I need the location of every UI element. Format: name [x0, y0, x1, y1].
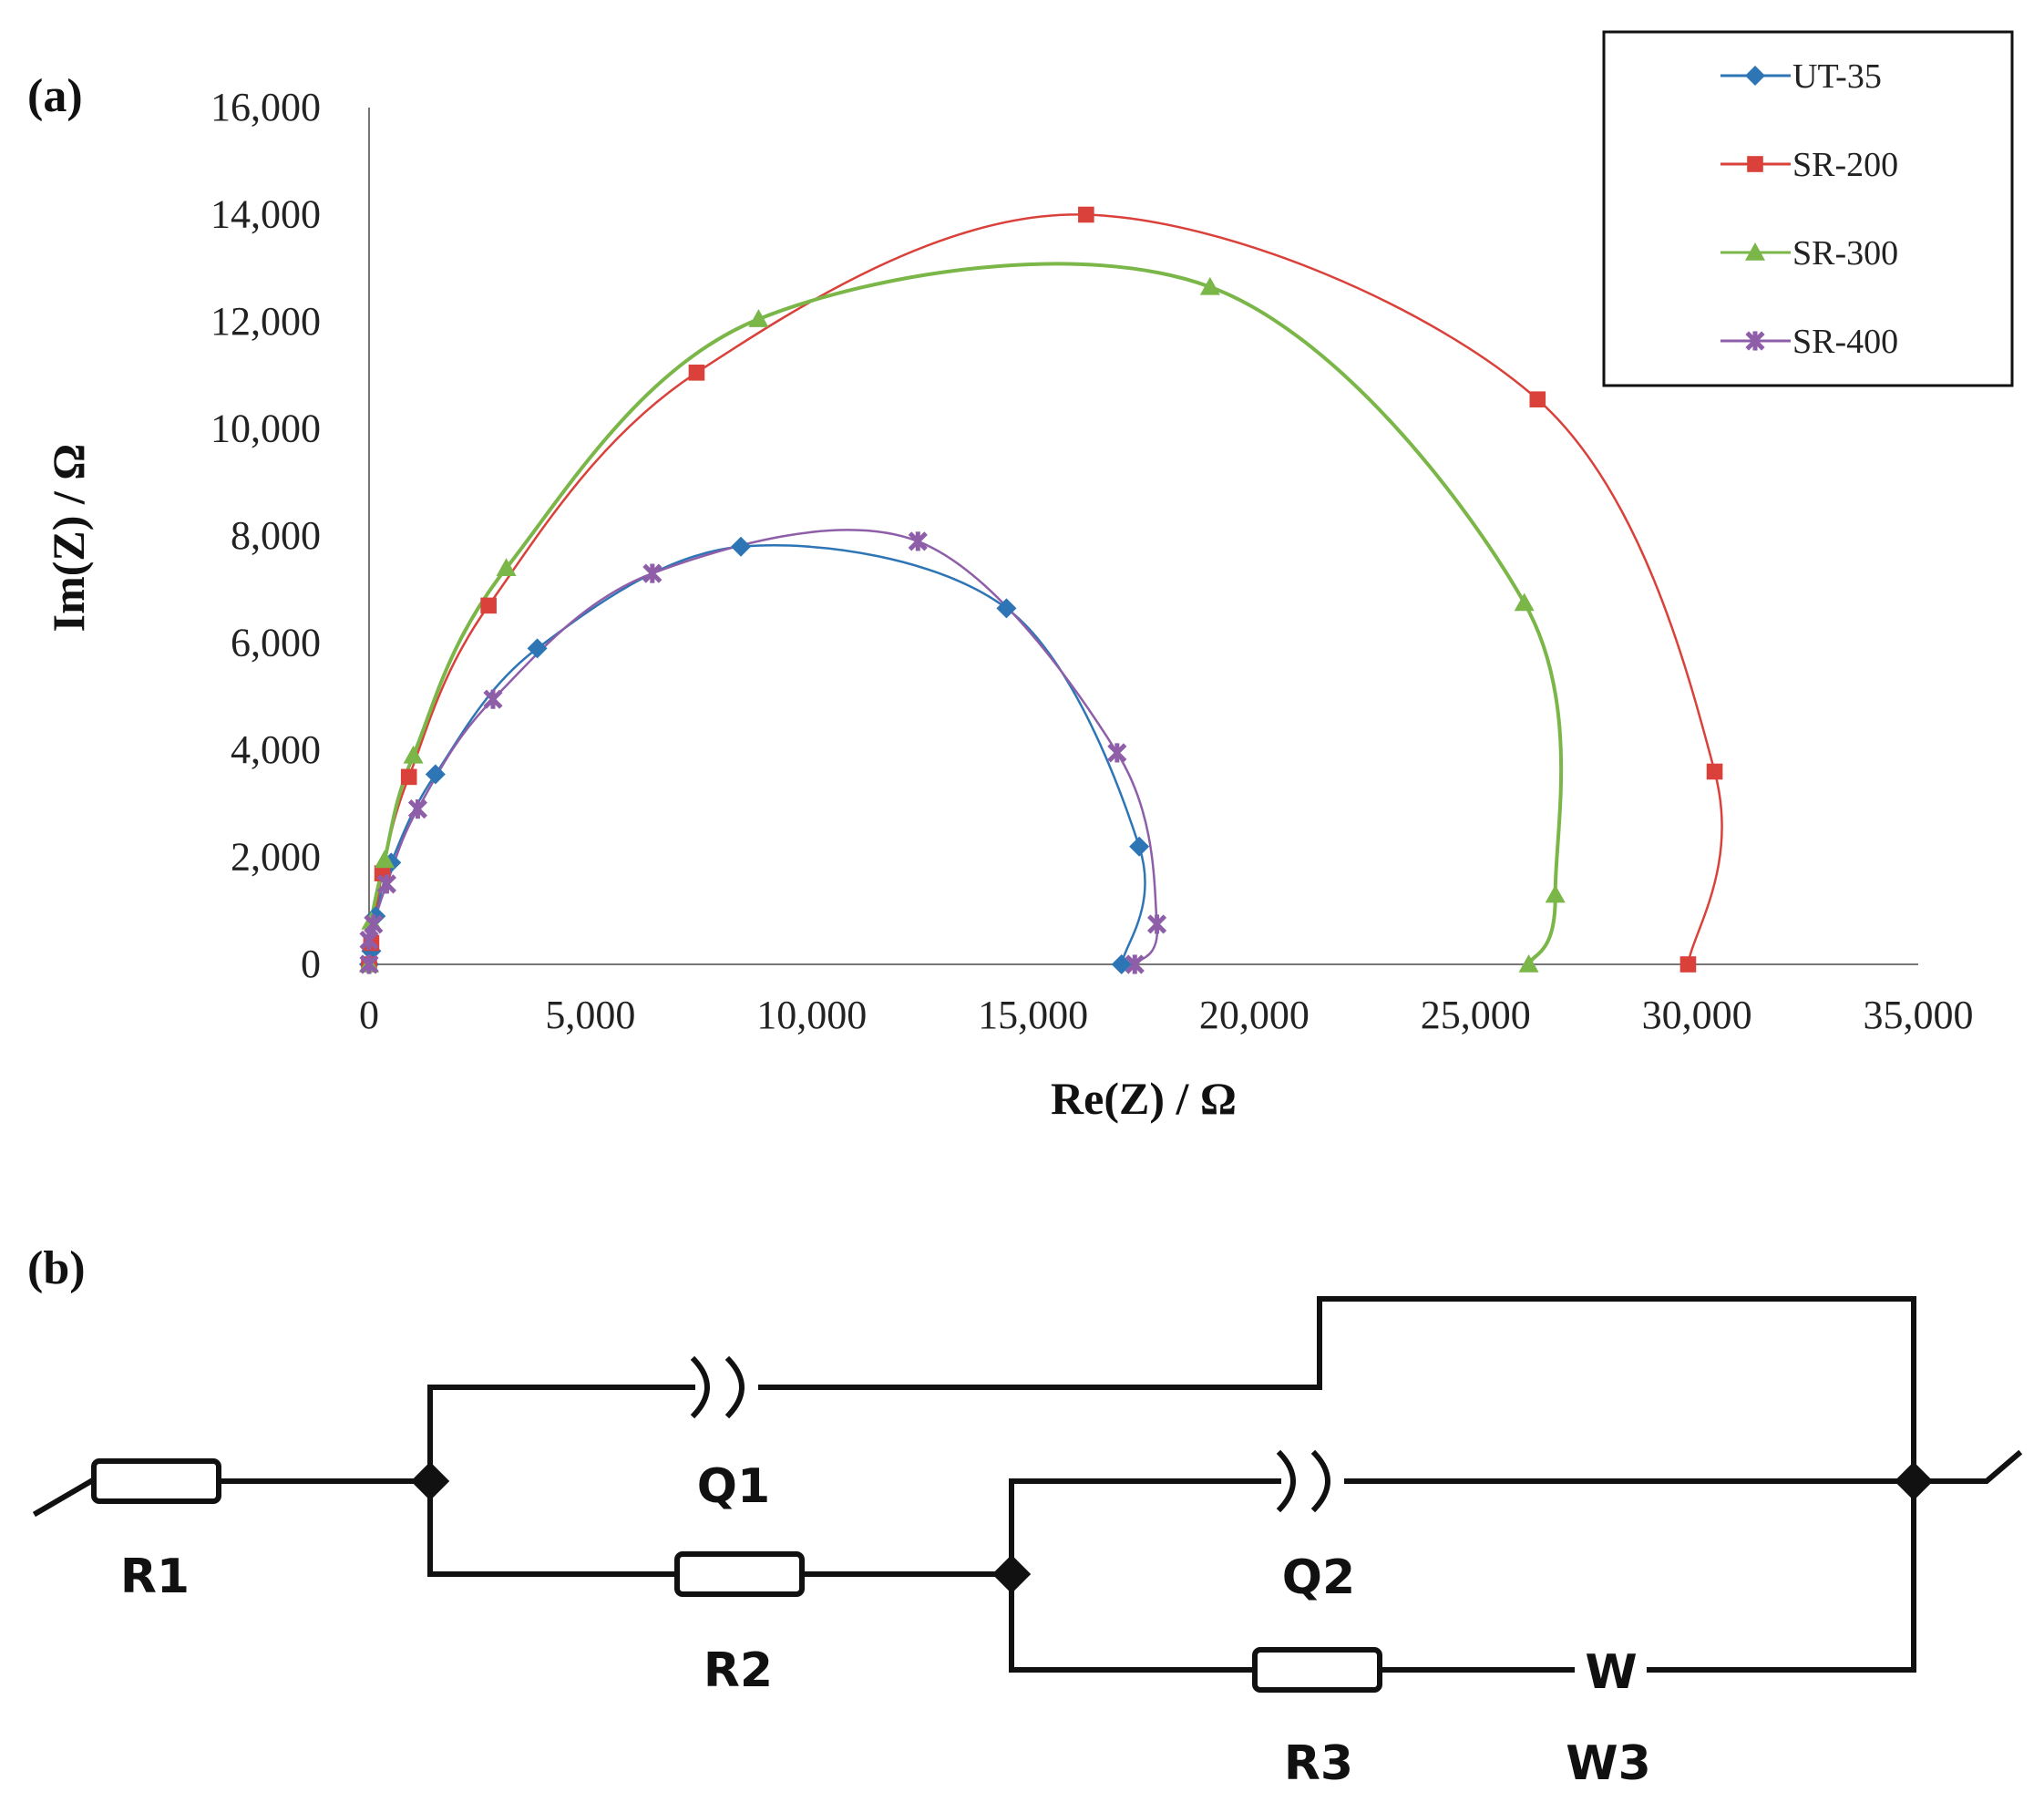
- legend-item-sr-400: SR-400: [1720, 323, 1898, 361]
- r1-resistor: [91, 1458, 221, 1504]
- data-point-sr-300: [1199, 276, 1220, 295]
- data-point-sr-300: [496, 558, 517, 577]
- q2-cpe-arc-2: [1310, 1449, 1330, 1513]
- legend-item-sr-200: SR-200: [1720, 146, 1898, 184]
- r2-label: R2: [704, 1643, 773, 1698]
- q1-label: Q1: [697, 1459, 770, 1514]
- data-point-sr-300: [375, 850, 395, 869]
- data-point-ut-35: [996, 598, 1017, 619]
- chart-axes: [368, 108, 1918, 965]
- x-tick-label: 30,000: [1642, 993, 1752, 1037]
- data-point-sr-300: [1545, 884, 1566, 903]
- data-point-sr-200: [480, 597, 497, 614]
- x-tick-label: 0: [359, 993, 379, 1037]
- series-line-sr-200: [367, 213, 1723, 965]
- data-point-sr-200: [1078, 206, 1094, 223]
- y-tick-label: 10,000: [211, 407, 321, 451]
- data-point-sr-400: [359, 954, 379, 974]
- x-tick-label: 15,000: [978, 993, 1088, 1037]
- wire-q2-left: [1009, 1478, 1281, 1577]
- q1-cpe-arc-1: [690, 1355, 710, 1419]
- q2-cpe-arc-1: [1276, 1449, 1296, 1513]
- y-tick-label: 12,000: [211, 299, 321, 344]
- x-tick-label: 10,000: [756, 993, 867, 1037]
- w3-warburg-symbol: W: [1585, 1645, 1637, 1700]
- wire-q1-right: [758, 1296, 1916, 1484]
- panel-b-label: (b): [27, 1242, 86, 1294]
- legend-item-sr-300: SR-300: [1720, 234, 1898, 273]
- equivalent-circuit: W R1 Q1 R2 Q2 R3 W3: [32, 1296, 2023, 1791]
- data-point-sr-300: [403, 745, 424, 764]
- r2-resistor: [674, 1551, 805, 1597]
- data-point-sr-400: [359, 930, 379, 951]
- legend-swatch-marker: [1745, 242, 1765, 261]
- data-point-sr-200: [1529, 391, 1546, 407]
- legend-swatch-marker: [1747, 156, 1763, 172]
- data-point-sr-200: [1706, 763, 1723, 780]
- series-lines: [367, 213, 1723, 965]
- r3-label: R3: [1284, 1736, 1353, 1791]
- data-point-sr-400: [364, 914, 384, 934]
- panel-a-label: (a): [27, 70, 83, 122]
- data-point-sr-200: [400, 768, 417, 786]
- q2-label: Q2: [1282, 1550, 1355, 1605]
- y-tick-label: 6,000: [231, 621, 321, 665]
- wire-r2-left: [427, 1478, 680, 1577]
- x-tick-label: 5,000: [545, 993, 635, 1037]
- y-tick-label: 16,000: [211, 85, 321, 129]
- legend-label: UT-35: [1792, 57, 1882, 96]
- y-tick-label: 2,000: [231, 835, 321, 880]
- wire-w3-right: [1647, 1478, 1916, 1673]
- x-axis-title: Re(Z) / Ω: [1051, 1073, 1237, 1124]
- legend-label: SR-200: [1792, 146, 1898, 184]
- data-point-sr-400: [1147, 914, 1167, 934]
- legend-box: [1602, 30, 2014, 387]
- x-tick-label: 25,000: [1421, 993, 1531, 1037]
- data-point-sr-300: [1518, 954, 1539, 973]
- data-point-ut-35: [425, 764, 446, 785]
- q1-cpe-arc-2: [724, 1355, 745, 1419]
- legend: UT-35 SR-200 SR-300 SR-400: [1602, 30, 2014, 387]
- nyquist-chart: 0 5,000 10,000 15,000 20,000 25,000 30,000 35,0…: [43, 85, 1974, 1124]
- y-tick-labels: 0 2,000 4,000 6,000 8,000 10,000 12,000 14,000 1…: [211, 85, 321, 986]
- data-point-ut-35: [731, 536, 751, 557]
- data-point-sr-400: [483, 689, 503, 709]
- r1-label: R1: [120, 1550, 190, 1604]
- data-point-sr-400: [1125, 954, 1145, 974]
- data-point-sr-400: [1107, 743, 1127, 763]
- x-tick-labels: 0 5,000 10,000 15,000 20,000 25,000 30,000 35,0…: [359, 993, 1974, 1037]
- left-terminal-lead: [32, 1477, 96, 1518]
- legend-label: SR-300: [1792, 234, 1898, 273]
- data-point-sr-300: [1514, 592, 1535, 612]
- data-point-sr-400: [376, 874, 396, 894]
- y-tick-label: 14,000: [211, 192, 321, 237]
- series-line-sr-300: [367, 262, 1564, 965]
- data-point-sr-400: [642, 563, 663, 583]
- y-axis-title: Im(Z) / Ω: [43, 444, 94, 633]
- legend-swatch-marker: [1745, 331, 1765, 351]
- r3-resistor: [1252, 1647, 1382, 1693]
- data-point-sr-200: [1679, 956, 1697, 973]
- wire-r3-left: [1009, 1571, 1258, 1673]
- data-point-sr-400: [908, 531, 928, 551]
- x-tick-label: 35,000: [1864, 993, 1974, 1037]
- data-point-sr-400: [407, 799, 427, 819]
- data-point-ut-35: [1129, 836, 1150, 857]
- right-terminal-lead: [1911, 1449, 2023, 1484]
- w3-label: W3: [1566, 1736, 1651, 1791]
- data-point-sr-200: [688, 365, 705, 381]
- data-point-sr-300: [748, 309, 769, 327]
- y-tick-label: 4,000: [231, 727, 321, 772]
- y-tick-label: 0: [301, 942, 321, 986]
- legend-swatch-marker: [1745, 66, 1765, 86]
- data-point-ut-35: [1111, 954, 1132, 974]
- legend-label: SR-400: [1792, 323, 1898, 361]
- y-tick-label: 8,000: [231, 513, 321, 558]
- legend-item-ut-35: UT-35: [1720, 57, 1882, 96]
- data-point-ut-35: [527, 638, 548, 659]
- x-tick-label: 20,000: [1199, 993, 1310, 1037]
- series-markers: [359, 206, 1723, 974]
- wire-q1-left: [427, 1385, 695, 1484]
